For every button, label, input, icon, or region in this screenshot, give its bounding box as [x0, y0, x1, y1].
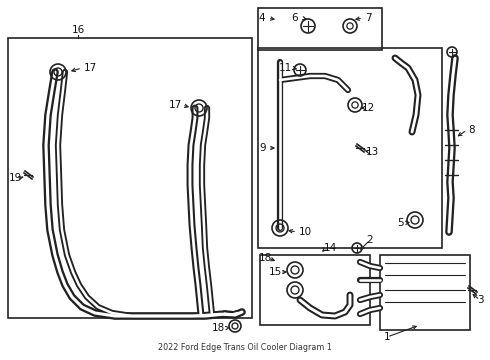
Text: 13: 13 [366, 147, 379, 157]
Text: 2: 2 [367, 235, 373, 245]
Text: 17: 17 [169, 100, 182, 110]
Text: 1: 1 [384, 332, 391, 342]
Text: 15: 15 [269, 267, 282, 277]
Text: 14: 14 [323, 243, 337, 253]
Text: 7: 7 [365, 13, 371, 23]
Bar [260, 255, 370, 325]
Text: 12: 12 [362, 103, 375, 113]
Bar [258, 48, 442, 248]
Bar [8, 38, 252, 318]
Text: 19: 19 [8, 173, 22, 183]
Text: 10: 10 [298, 227, 312, 237]
Bar [258, 8, 382, 50]
Text: 5: 5 [397, 218, 403, 228]
Text: 16: 16 [72, 25, 85, 35]
Text: 11: 11 [278, 63, 292, 73]
Text: 3: 3 [477, 295, 483, 305]
Text: 17: 17 [83, 63, 97, 73]
Text: 18: 18 [211, 323, 224, 333]
Text: 6: 6 [292, 13, 298, 23]
Text: 9: 9 [260, 143, 266, 153]
Text: 4: 4 [259, 13, 265, 23]
Text: 8: 8 [469, 125, 475, 135]
Bar [380, 255, 470, 330]
Text: 2022 Ford Edge Trans Oil Cooler Diagram 1: 2022 Ford Edge Trans Oil Cooler Diagram … [158, 343, 332, 352]
Text: 18: 18 [258, 253, 271, 263]
